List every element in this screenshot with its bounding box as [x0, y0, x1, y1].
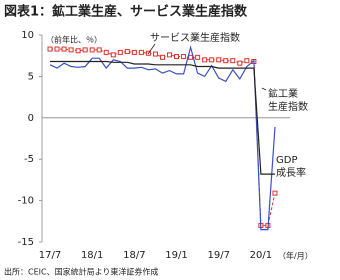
y-tick-label: 5: [28, 71, 34, 82]
series-marker: [103, 49, 109, 55]
series-label: サービス業生産指数: [150, 31, 240, 44]
series-marker: [117, 49, 123, 55]
series-marker: [195, 54, 201, 60]
x-tick-label: 17/7: [39, 250, 61, 261]
series-label: 成長率: [276, 166, 306, 179]
series-marker: [223, 58, 229, 64]
series-marker: [181, 54, 187, 60]
series-marker: [272, 190, 278, 196]
series-line: [49, 45, 276, 231]
unit-label: （前年比、％）: [46, 35, 102, 45]
series-label: 生産指数: [268, 100, 308, 113]
series-marker: [159, 54, 165, 60]
y-tick-label: 0: [28, 113, 34, 124]
y-tick-label: 10: [21, 30, 34, 41]
series-marker: [138, 49, 144, 55]
series-marker: [82, 47, 88, 53]
series-marker: [209, 57, 215, 63]
x-tick-label: 19/1: [165, 250, 187, 261]
x-axis-label: （年/月）: [278, 251, 313, 261]
series-marker: [89, 47, 95, 53]
leader-line: [261, 87, 267, 91]
x-tick-label: 18/1: [81, 250, 103, 261]
series-marker: [54, 46, 60, 52]
y-tick-label: -10: [18, 196, 34, 207]
series-marker: [152, 51, 158, 57]
series-label: GDP: [276, 155, 297, 166]
series-marker: [167, 52, 173, 58]
series-label: 鉱工業: [268, 87, 298, 100]
series-marker: [230, 58, 236, 64]
y-tick-label: -5: [24, 154, 34, 165]
series-marker: [244, 58, 250, 64]
series-marker: [124, 49, 130, 55]
series-line: [50, 60, 275, 175]
y-tick-label: -15: [18, 237, 34, 248]
x-tick-label: 20/1: [250, 250, 272, 261]
series-marker: [131, 49, 137, 55]
series-marker: [237, 60, 243, 66]
series-marker: [216, 57, 222, 63]
x-tick-label: 18/7: [123, 250, 145, 261]
series-marker: [47, 46, 53, 52]
series-marker: [68, 47, 74, 53]
series-marker: [202, 57, 208, 63]
leader-line: [147, 43, 156, 55]
series-marker: [110, 52, 116, 58]
series-marker: [188, 54, 194, 60]
source: 出所：CEIC、国家統計局より東洋証券作成: [4, 267, 158, 277]
series-marker: [96, 47, 102, 53]
chart-title: 図表1：鉱工業生産、サービス業生産指数: [4, 4, 248, 20]
series-marker: [61, 46, 67, 52]
series-marker: [75, 48, 81, 54]
series-marker: [174, 54, 180, 60]
x-tick-label: 19/7: [207, 250, 229, 261]
